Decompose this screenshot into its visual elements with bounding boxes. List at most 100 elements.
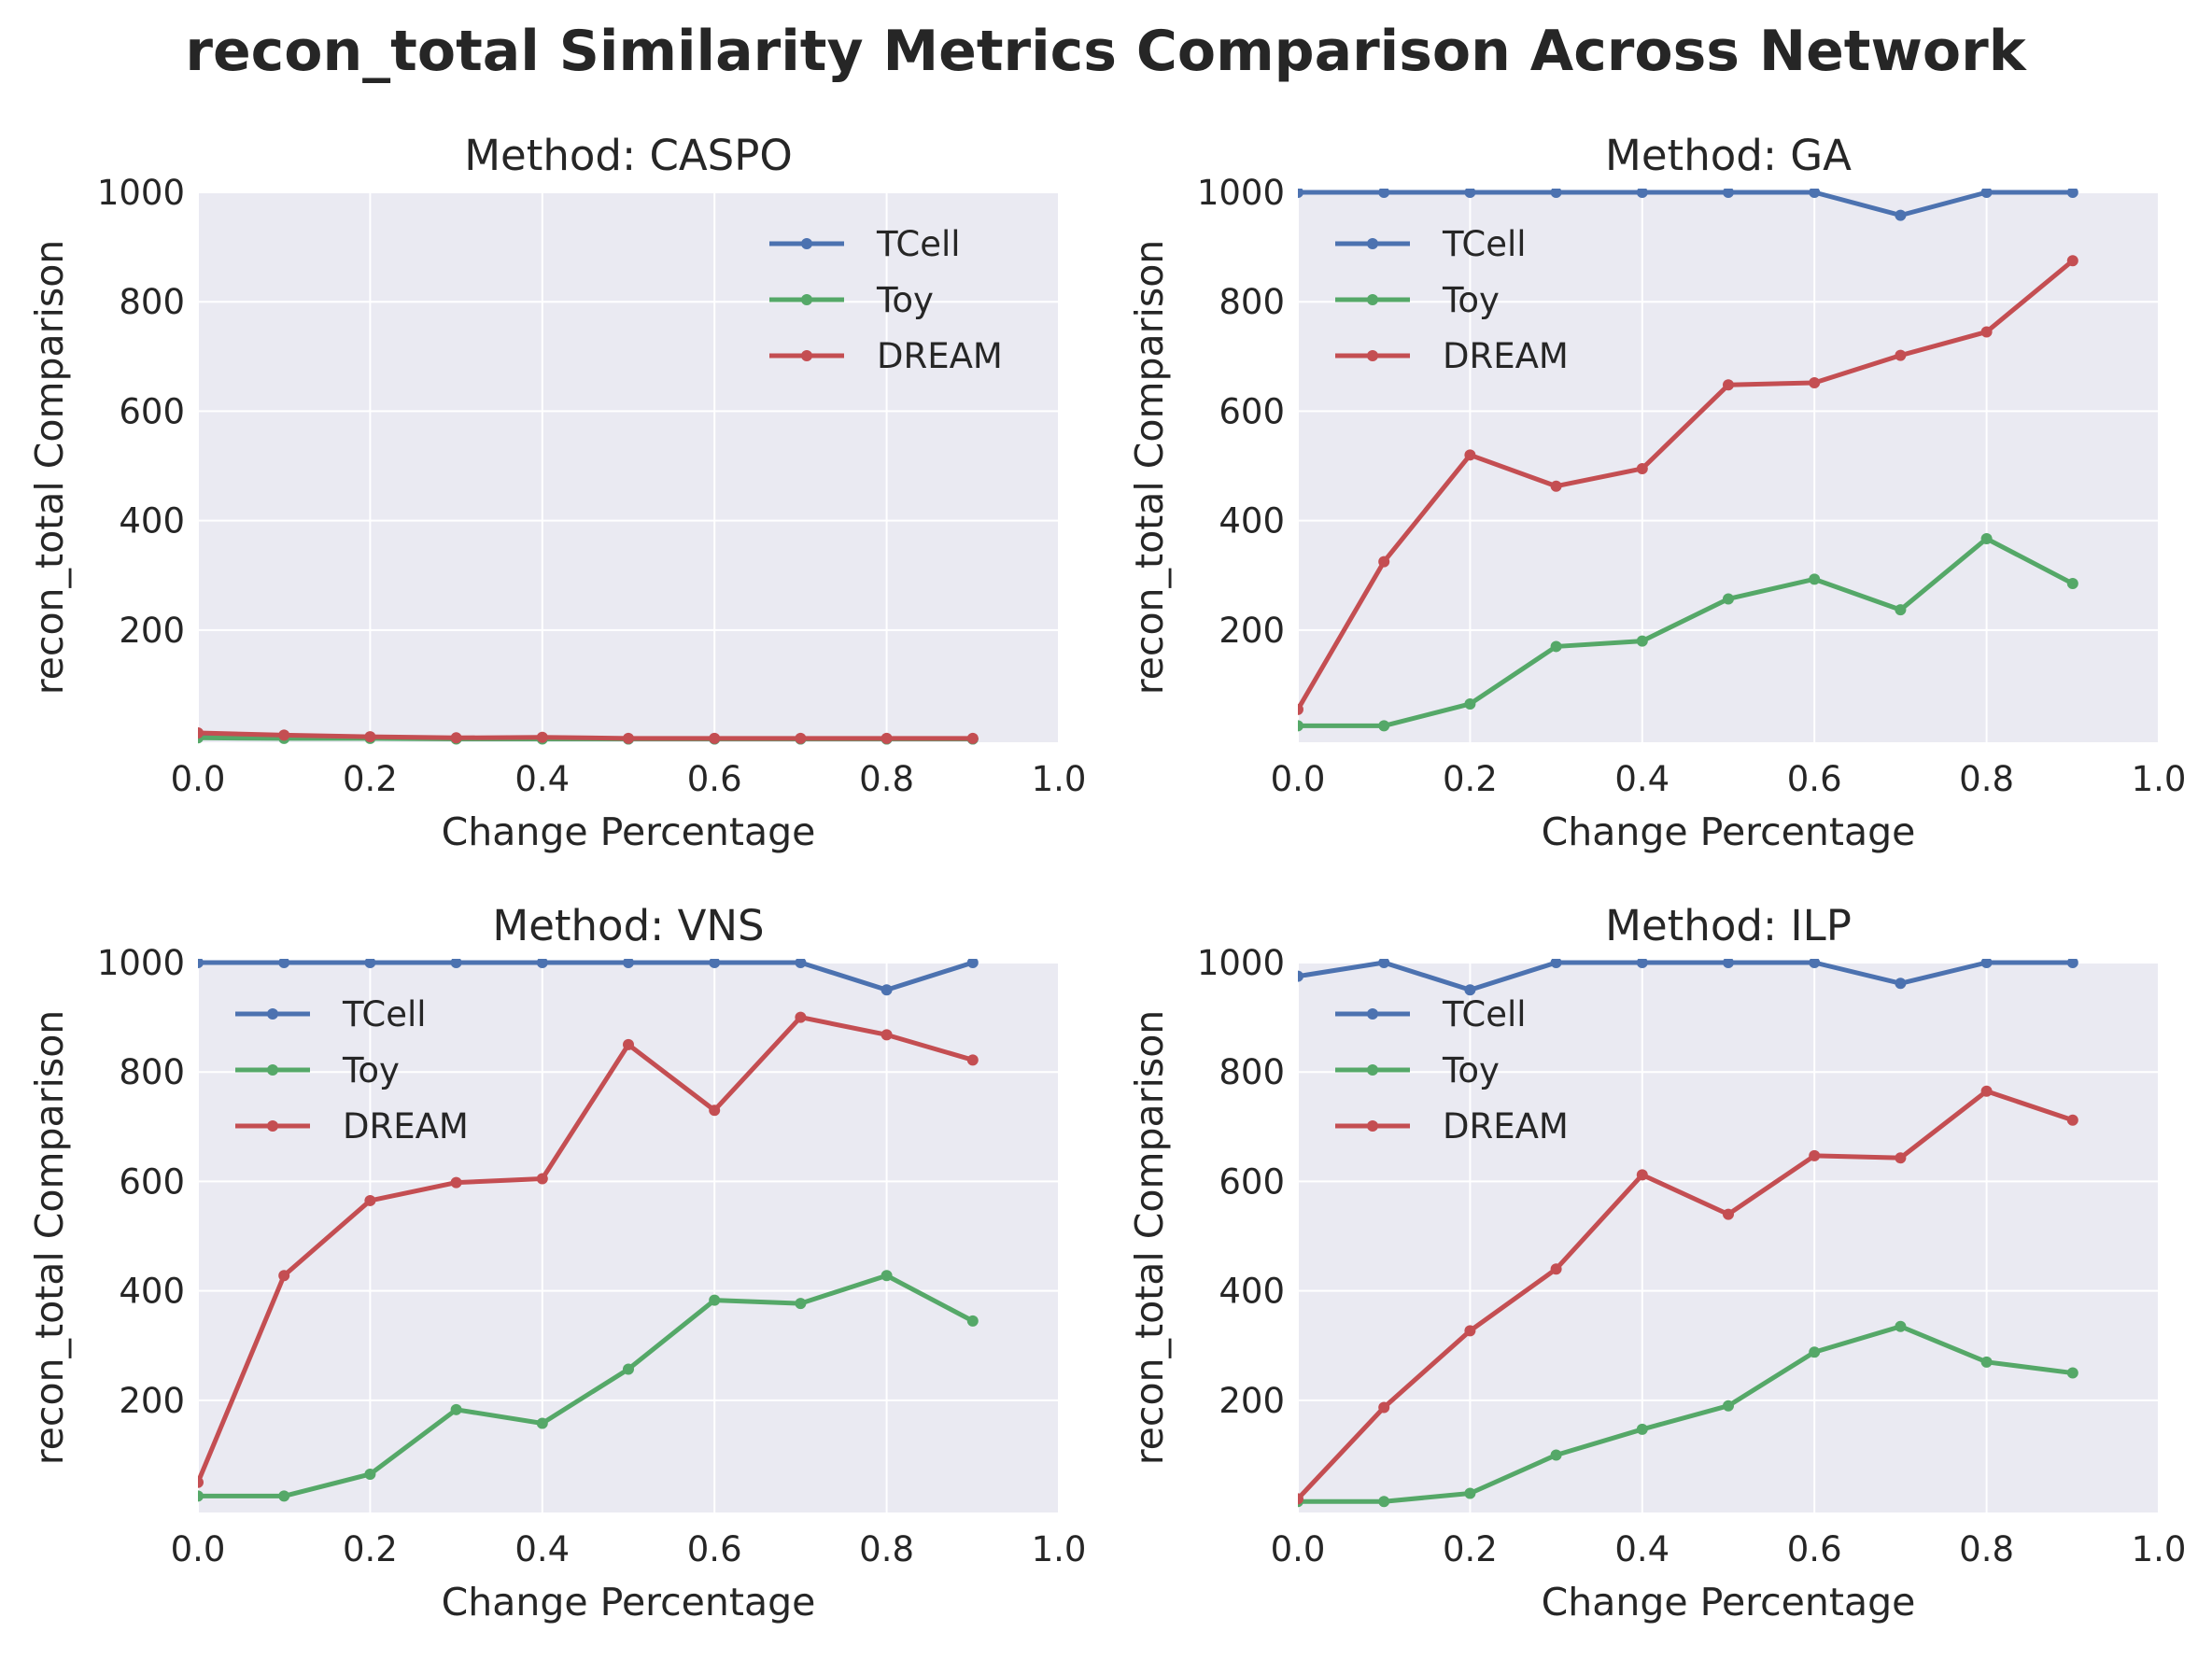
series-line-toy — [198, 1273, 974, 1498]
legend-label-tcell: TCell — [342, 994, 427, 1034]
data-point-toy — [1298, 720, 1303, 732]
data-point-tcell — [364, 959, 376, 968]
x-axis-label: Change Percentage — [442, 1580, 816, 1625]
data-point-dream — [536, 1173, 548, 1185]
series-line-tcell — [1298, 960, 2073, 992]
legend-marker-tcell — [267, 1008, 278, 1020]
data-point-toy — [2066, 578, 2078, 590]
data-point-dream — [1298, 1493, 1303, 1505]
legend-label-toy: Toy — [1442, 280, 1500, 320]
data-point-dream — [2066, 255, 2078, 267]
data-point-toy — [623, 1363, 634, 1375]
x-tick-label: 1.0 — [1032, 759, 1087, 799]
data-point-tcell — [966, 959, 979, 968]
y-tick-label: 1000 — [97, 943, 185, 983]
y-tick-label: 800 — [119, 1052, 185, 1092]
data-point-toy — [795, 1298, 807, 1310]
data-point-toy — [1464, 697, 1476, 710]
data-point-tcell — [1298, 970, 1303, 982]
x-tick-label: 0.4 — [1614, 759, 1670, 799]
legend-label-tcell: TCell — [1442, 994, 1527, 1034]
data-point-dream — [1809, 376, 1821, 388]
data-point-tcell — [1464, 189, 1476, 198]
series-line-tcell — [1298, 190, 2073, 218]
data-point-toy — [2066, 1367, 2078, 1379]
legend-label-toy: Toy — [876, 280, 934, 320]
series-group — [1298, 189, 2078, 732]
data-point-tcell — [1895, 209, 1907, 221]
data-point-toy — [1550, 1449, 1562, 1461]
legend-label-tcell: TCell — [1442, 224, 1527, 264]
data-point-tcell — [881, 984, 893, 996]
data-point-toy — [1895, 604, 1907, 616]
subplot-title: Method: GA — [1605, 131, 1852, 180]
x-tick-label: 0.2 — [343, 1529, 398, 1569]
y-tick-label: 800 — [119, 282, 185, 322]
data-point-toy — [450, 1403, 462, 1415]
data-point-toy — [1636, 1423, 1648, 1435]
data-point-dream — [364, 1194, 376, 1206]
x-tick-label: 0.6 — [687, 759, 742, 799]
y-tick-label: 200 — [119, 1381, 185, 1421]
data-point-dream — [1636, 462, 1648, 474]
x-tick-label: 0.6 — [1787, 1529, 1842, 1569]
subplot-title: Method: ILP — [1605, 901, 1852, 950]
data-point-dream — [198, 727, 204, 739]
legend-marker-dream — [1367, 1120, 1378, 1132]
y-tick-label: 800 — [1219, 1052, 1285, 1092]
data-point-tcell — [795, 959, 807, 968]
data-point-tcell — [278, 959, 290, 968]
x-tick-label: 0.0 — [1271, 1529, 1326, 1569]
x-tick-label: 0.2 — [1443, 1529, 1498, 1569]
y-tick-label: 200 — [119, 611, 185, 651]
series-line-dream — [198, 1015, 974, 1484]
subplot-title: Method: VNS — [492, 901, 764, 950]
x-axis-label: Change Percentage — [1542, 809, 1916, 854]
data-point-dream — [1464, 1325, 1476, 1337]
x-tick-label: 0.8 — [1959, 1529, 2014, 1569]
y-axis-label: recon_total Comparison — [1127, 1010, 1172, 1466]
data-point-dream — [623, 1038, 634, 1050]
legend-marker-toy — [801, 294, 812, 305]
data-point-tcell — [1636, 189, 1648, 198]
data-point-dream — [795, 732, 807, 744]
subplot-method-ilp: 0.0 0.2 0.4 0.6 0.8 1.0 200 400 600 800 1000 Method… — [1127, 901, 2186, 1625]
y-tick-label: 400 — [119, 1272, 185, 1312]
x-tick-label: 1.0 — [1032, 1529, 1087, 1569]
data-point-toy — [1723, 1400, 1734, 1412]
data-point-toy — [198, 1490, 204, 1502]
data-point-tcell — [1809, 189, 1821, 198]
data-point-toy — [1980, 532, 1993, 544]
y-tick-label: 200 — [1219, 611, 1285, 651]
data-point-dream — [1895, 349, 1907, 361]
y-tick-label: 400 — [119, 501, 185, 542]
data-point-tcell — [1980, 189, 1993, 198]
data-point-dream — [1550, 1263, 1562, 1275]
x-tick-label: 0.4 — [1614, 1529, 1670, 1569]
legend-label-toy: Toy — [342, 1050, 400, 1090]
plot-area — [1298, 192, 2159, 742]
x-axis-label: Change Percentage — [442, 809, 816, 854]
legend-label-toy: Toy — [1442, 1050, 1500, 1090]
data-point-toy — [881, 1270, 893, 1282]
data-point-dream — [1895, 1152, 1907, 1164]
data-point-toy — [1464, 1487, 1476, 1499]
data-point-tcell — [1980, 959, 1993, 968]
data-point-toy — [1895, 1320, 1907, 1332]
data-point-toy — [1378, 1496, 1390, 1508]
data-point-dream — [1378, 556, 1390, 568]
x-tick-label: 0.2 — [343, 759, 398, 799]
legend-marker-toy — [267, 1064, 278, 1076]
plot-area — [198, 963, 1059, 1512]
subplot-method-caspo: 0.0 0.2 0.4 0.6 0.8 1.0 200 400 600 800 1000 Method… — [27, 131, 1086, 854]
x-tick-label: 0.4 — [514, 1529, 570, 1569]
legend-marker-dream — [801, 350, 812, 361]
data-point-dream — [795, 1011, 807, 1023]
x-tick-label: 0.0 — [1271, 759, 1326, 799]
data-point-toy — [1809, 1346, 1821, 1358]
y-tick-label: 600 — [1219, 391, 1285, 431]
x-tick-label: 0.4 — [514, 759, 570, 799]
series-group — [198, 727, 979, 745]
legend: TCell Toy DREAM — [1335, 224, 1569, 376]
